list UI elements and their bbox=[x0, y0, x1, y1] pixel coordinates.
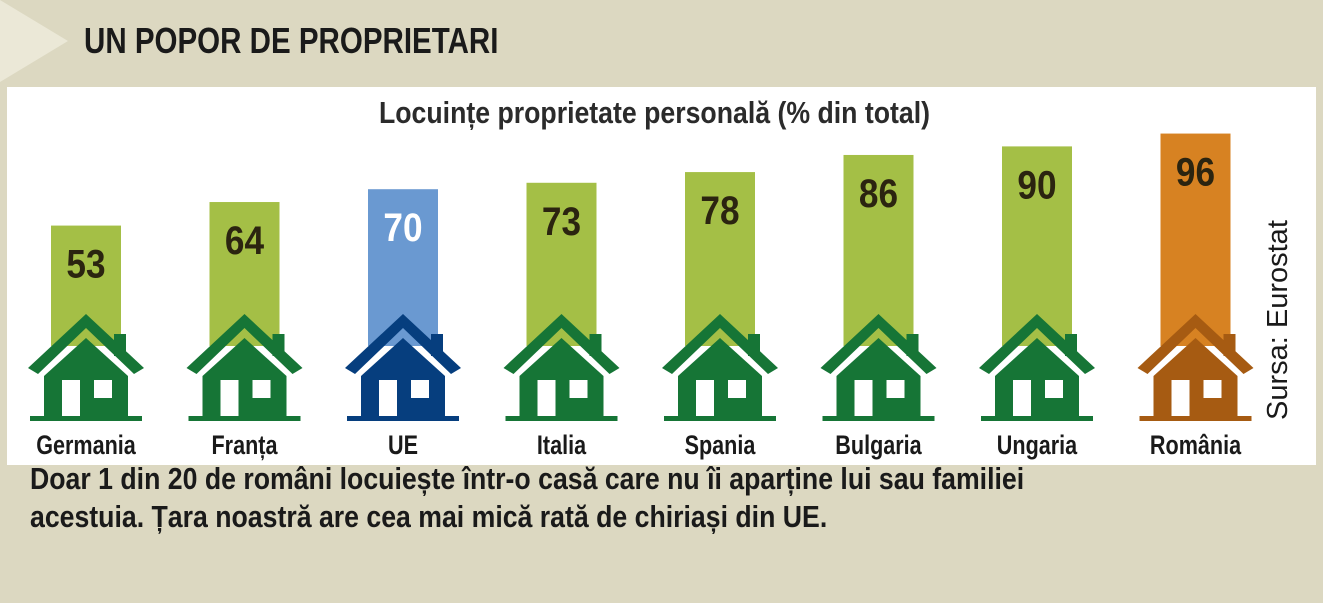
house-icon bbox=[1137, 314, 1254, 421]
house-icon bbox=[979, 314, 1095, 421]
category-label: Spania bbox=[685, 431, 756, 461]
house-icon bbox=[28, 314, 144, 421]
value-label: 96 bbox=[1176, 149, 1215, 194]
value-label: 73 bbox=[542, 199, 581, 244]
category-label: Germania bbox=[36, 431, 136, 461]
category-label: UE bbox=[388, 431, 418, 461]
header-arrow-shape bbox=[0, 0, 68, 82]
category-label: Italia bbox=[537, 431, 587, 461]
category-label: Franța bbox=[212, 431, 278, 461]
house-icon bbox=[662, 314, 778, 421]
house-icon bbox=[186, 314, 303, 421]
value-label: 64 bbox=[225, 218, 264, 263]
bar bbox=[1002, 146, 1072, 346]
value-label: 86 bbox=[859, 171, 898, 216]
page-title: UN POPOR DE PROPRIETARI bbox=[84, 20, 499, 61]
category-label: România bbox=[1150, 431, 1242, 461]
value-label: 90 bbox=[1017, 162, 1056, 207]
category-label: Ungaria bbox=[997, 431, 1078, 461]
chart-title: Locuințe proprietate personală (% din to… bbox=[378, 95, 931, 130]
bar bbox=[1160, 133, 1231, 346]
header-banner: UN POPOR DE PROPRIETARI bbox=[0, 0, 1323, 82]
house-icon bbox=[503, 314, 620, 421]
value-label: 70 bbox=[383, 205, 422, 250]
caption-line-1: Doar 1 din 20 de români locuiește într-o… bbox=[30, 461, 1025, 496]
house-icon bbox=[345, 314, 461, 421]
value-label: 53 bbox=[66, 241, 105, 286]
house-icon bbox=[820, 314, 937, 421]
caption: Doar 1 din 20 de români locuiește într-o… bbox=[30, 460, 1148, 536]
category-label: Bulgaria bbox=[835, 431, 922, 461]
value-label: 78 bbox=[700, 188, 739, 233]
source-label: Sursa: Eurostat bbox=[1262, 220, 1294, 420]
caption-line-2: acestuia. Țara noastră are cea mai mică … bbox=[30, 499, 828, 534]
